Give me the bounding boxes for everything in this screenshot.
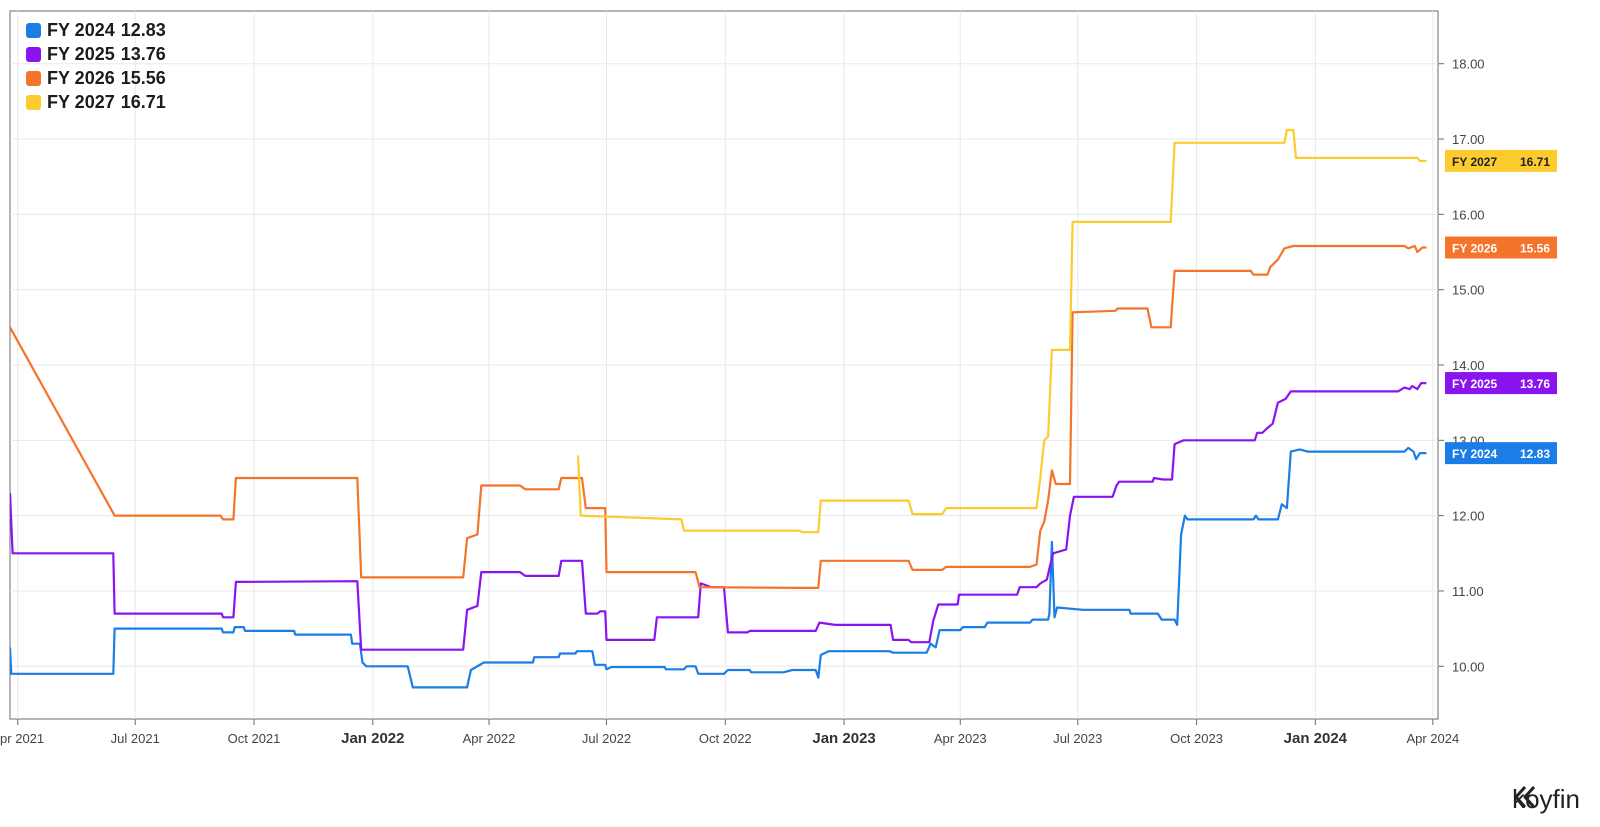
badge-bg [1445,372,1557,395]
legend-series-value: 16.71 [120,91,166,112]
x-tick-label: Apr 2024 [1406,731,1459,746]
last-value-badge: FY 2024 12.83 [1445,442,1557,465]
series-line-fy-2026 [10,244,1427,589]
x-tick-label: Jul 2022 [582,731,631,746]
grid [10,11,1438,719]
y-tick-label: 12.00 [1452,509,1485,524]
y-tick-label: 14.00 [1452,358,1485,373]
x-tick-label: Jul 2021 [111,731,160,746]
x-tick-label: Apr 2023 [934,731,987,746]
x-tick-label: Jul 2023 [1053,731,1102,746]
badge-series-name: FY 2024 [1452,447,1497,461]
series-line-fy-2024 [10,446,1427,689]
y-tick-label: 10.00 [1452,659,1485,674]
x-tick-label: Apr 2022 [463,731,516,746]
y-tick-label: 18.00 [1452,57,1485,72]
legend-swatch [26,22,41,38]
series-lines [10,128,1427,689]
y-tick-label: 11.00 [1452,584,1484,599]
y-tick-label: 15.00 [1452,283,1485,298]
brand-logo: koyfin [1512,784,1580,815]
legend-item[interactable]: FY 2026 15.56 [26,66,166,90]
badge-series-name: FY 2026 [1452,242,1497,256]
y-axis: 10.0011.0012.0013.0014.0015.0016.0017.00… [1438,57,1485,674]
badge-value: 12.83 [1520,447,1550,461]
legend-item[interactable]: FY 2025 13.76 [26,42,166,66]
badge-bg [1445,236,1557,259]
x-tick-label: Apr 2021 [0,731,44,746]
last-value-badge: FY 2027 16.71 [1445,149,1557,172]
x-tick-label: Jan 2023 [812,730,875,747]
x-tick-label: Oct 2021 [228,731,281,746]
badge-bg [1445,442,1557,465]
badge-bg [1445,149,1557,172]
x-tick-label: Jan 2024 [1284,730,1348,747]
legend-series-name: FY 2026 [47,67,115,88]
badge-series-name: FY 2025 [1452,377,1497,391]
x-axis: Apr 2021 Jul 2021 Oct 2021 Jan 2022 Apr 2022… [0,719,1459,747]
legend-series-name: FY 2024 [47,19,115,40]
x-tick-label: Oct 2023 [1170,731,1223,746]
series-line-fy-2025 [10,382,1427,651]
x-tick-label: Jan 2022 [341,730,404,747]
legend-series-name: FY 2025 [47,43,115,64]
legend-series-value: 13.76 [120,43,166,64]
badge-value: 16.71 [1520,155,1550,169]
legend-swatch [26,46,41,62]
koyfin-logo-icon [1514,785,1536,809]
legend-series-value: 12.83 [120,19,166,40]
series-line-fy-2027 [577,128,1427,534]
y-tick-label: 17.00 [1452,132,1485,147]
badge-value: 15.56 [1520,242,1550,256]
last-value-badge: FY 2026 15.56 [1445,236,1557,259]
legend-swatch [26,94,41,110]
legend-item[interactable]: FY 2024 12.83 [26,18,166,42]
legend-series-name: FY 2027 [47,91,115,112]
legend-swatch [26,70,41,86]
legend: FY 2024 12.83 FY 2025 13.76 FY 2026 15.56 FY 2… [26,18,166,114]
x-tick-label: Oct 2022 [699,731,752,746]
last-value-badge: FY 2025 13.76 [1445,372,1557,395]
badge-series-name: FY 2027 [1452,155,1497,169]
y-tick-label: 16.00 [1452,207,1485,222]
legend-item[interactable]: FY 2027 16.71 [26,90,166,114]
legend-series-value: 15.56 [120,67,166,88]
badge-value: 13.76 [1520,377,1550,391]
